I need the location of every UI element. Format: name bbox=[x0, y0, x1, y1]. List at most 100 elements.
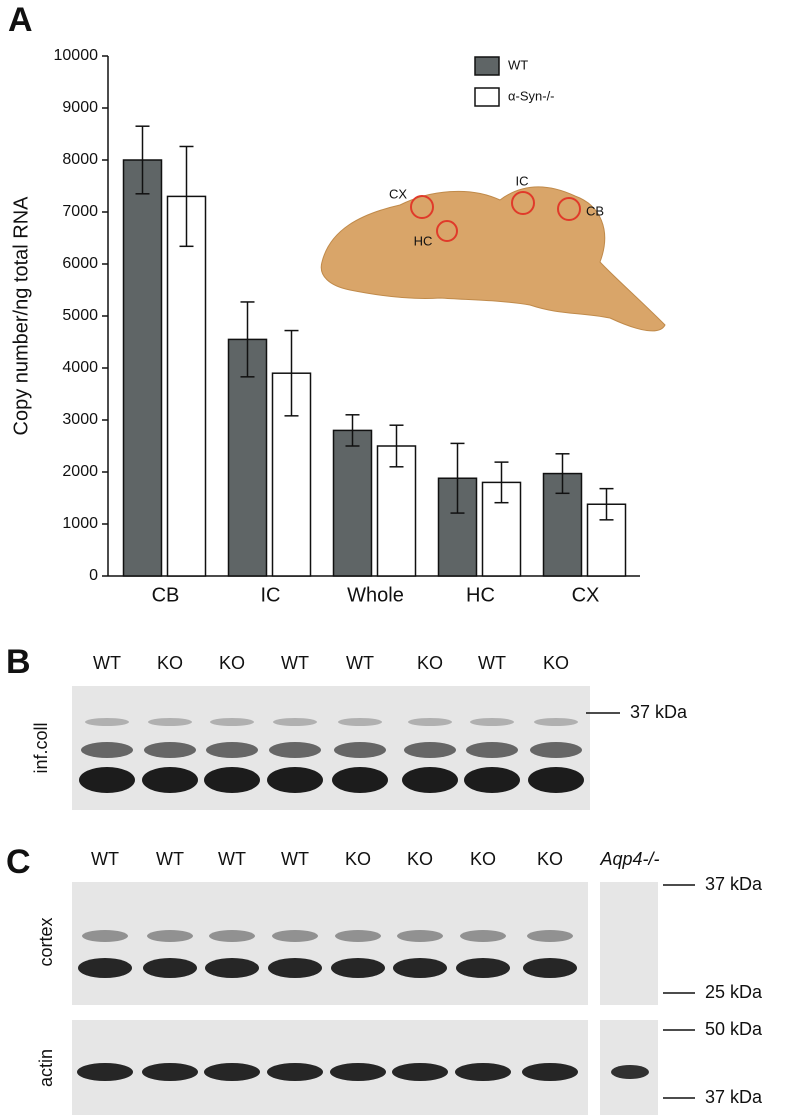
error-bar bbox=[450, 442, 465, 514]
band bbox=[402, 767, 458, 793]
bar bbox=[332, 429, 373, 577]
region-label: HC bbox=[414, 233, 433, 248]
y-axis-label: Copy number/ng total RNA bbox=[10, 196, 32, 436]
error-bar bbox=[135, 125, 150, 195]
lane-label: KO bbox=[543, 653, 569, 673]
band bbox=[206, 742, 258, 758]
brain-section bbox=[320, 186, 666, 332]
band bbox=[143, 958, 197, 978]
y-tick-label: 8000 bbox=[62, 151, 98, 168]
x-tick-label: IC bbox=[261, 584, 281, 606]
lane-label: WT bbox=[93, 653, 121, 673]
band bbox=[142, 1063, 198, 1081]
band bbox=[530, 742, 582, 758]
lane-label: WT bbox=[156, 849, 184, 869]
lane-label: WT bbox=[281, 653, 309, 673]
y-tick-label: 9000 bbox=[62, 99, 98, 116]
band bbox=[81, 742, 133, 758]
legend-swatch bbox=[474, 87, 500, 107]
lane-label: WT bbox=[281, 849, 309, 869]
band bbox=[147, 930, 193, 942]
lane-label: Aqp4-/- bbox=[599, 849, 659, 869]
lane-label: KO bbox=[470, 849, 496, 869]
marker-label: 50 kDa bbox=[705, 1019, 763, 1039]
band bbox=[78, 958, 132, 978]
y-tick-label: 7000 bbox=[62, 203, 98, 220]
band bbox=[397, 930, 443, 942]
blot bbox=[72, 882, 588, 1005]
band bbox=[330, 1063, 386, 1081]
error-bar bbox=[240, 301, 255, 378]
band bbox=[408, 718, 452, 726]
panel-label: B bbox=[6, 643, 31, 681]
band bbox=[144, 742, 196, 758]
x-tick-label: HC bbox=[466, 584, 495, 606]
lane-label: KO bbox=[345, 849, 371, 869]
error-bar bbox=[179, 145, 194, 248]
y-tick-label: 10000 bbox=[54, 47, 99, 64]
legend-swatch bbox=[474, 56, 500, 76]
band bbox=[204, 1063, 260, 1081]
panel-label: C bbox=[6, 843, 31, 881]
y-tick-label: 5000 bbox=[62, 307, 98, 324]
bar bbox=[166, 195, 207, 577]
region-circles bbox=[410, 191, 581, 242]
x-tick-label: CX bbox=[572, 584, 600, 606]
band bbox=[79, 767, 135, 793]
x-tick-label: Whole bbox=[347, 584, 404, 606]
y-tick-label: 2000 bbox=[62, 463, 98, 480]
band bbox=[268, 958, 322, 978]
y-tick-label: 3000 bbox=[62, 411, 98, 428]
region-label: CX bbox=[389, 186, 407, 201]
marker-label: 37 kDa bbox=[630, 702, 688, 722]
panel-label: A bbox=[8, 1, 33, 39]
marker-label: 25 kDa bbox=[705, 982, 763, 1002]
band bbox=[611, 1065, 649, 1079]
band bbox=[338, 718, 382, 726]
error-bar bbox=[555, 453, 570, 495]
y-tick-label: 4000 bbox=[62, 359, 98, 376]
lane-label: WT bbox=[218, 849, 246, 869]
row-label: inf.coll bbox=[31, 722, 51, 773]
band bbox=[273, 718, 317, 726]
lane-label: KO bbox=[407, 849, 433, 869]
y-tick-label: 1000 bbox=[62, 515, 98, 532]
band bbox=[148, 718, 192, 726]
band bbox=[209, 930, 255, 942]
band bbox=[455, 1063, 511, 1081]
band bbox=[470, 718, 514, 726]
band bbox=[85, 718, 129, 726]
lane-label: WT bbox=[91, 849, 119, 869]
band bbox=[523, 958, 577, 978]
band bbox=[522, 1063, 578, 1081]
band bbox=[204, 767, 260, 793]
band bbox=[331, 958, 385, 978]
region-label: CB bbox=[586, 203, 604, 218]
band bbox=[272, 930, 318, 942]
row-label: cortex bbox=[36, 917, 56, 966]
band bbox=[267, 767, 323, 793]
band bbox=[534, 718, 578, 726]
band bbox=[332, 767, 388, 793]
band bbox=[82, 930, 128, 942]
legend-label: α-Syn-/- bbox=[508, 88, 555, 103]
band bbox=[142, 767, 198, 793]
band bbox=[392, 1063, 448, 1081]
band bbox=[267, 1063, 323, 1081]
band bbox=[466, 742, 518, 758]
band bbox=[334, 742, 386, 758]
band bbox=[393, 958, 447, 978]
band bbox=[456, 958, 510, 978]
band bbox=[205, 958, 259, 978]
error-bar bbox=[345, 414, 360, 447]
bar bbox=[122, 159, 163, 577]
band bbox=[77, 1063, 133, 1081]
band bbox=[404, 742, 456, 758]
lane-label: KO bbox=[219, 653, 245, 673]
error-bar bbox=[389, 424, 404, 468]
band bbox=[528, 767, 584, 793]
legend-label: WT bbox=[508, 57, 528, 72]
band bbox=[464, 767, 520, 793]
